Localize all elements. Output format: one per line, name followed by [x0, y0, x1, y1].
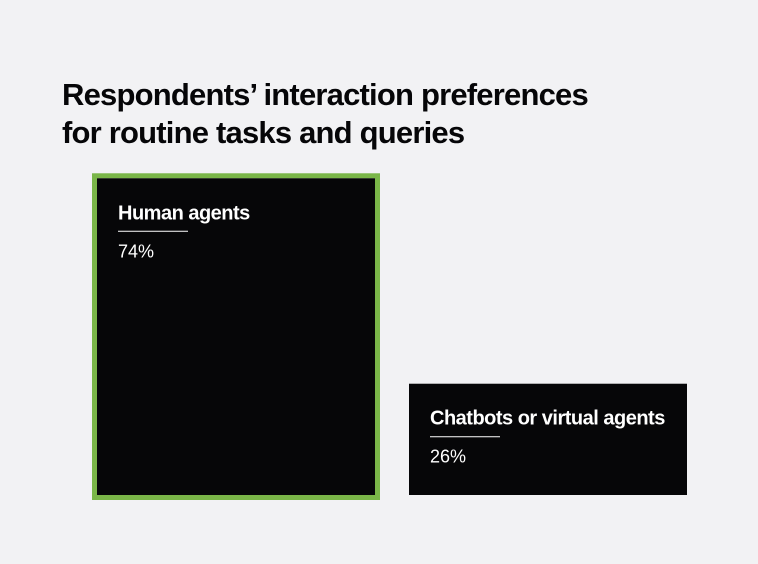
- bar: [97, 178, 375, 495]
- chart-title: Respondents’ interaction preferences for…: [62, 77, 589, 150]
- category-label: Chatbots or virtual agents: [430, 408, 665, 430]
- value-label: 74%: [118, 241, 154, 261]
- bar-outline: [92, 173, 380, 500]
- category-label: Human agents: [118, 202, 250, 224]
- value-label: 26%: [430, 447, 466, 467]
- bar: [409, 383, 687, 495]
